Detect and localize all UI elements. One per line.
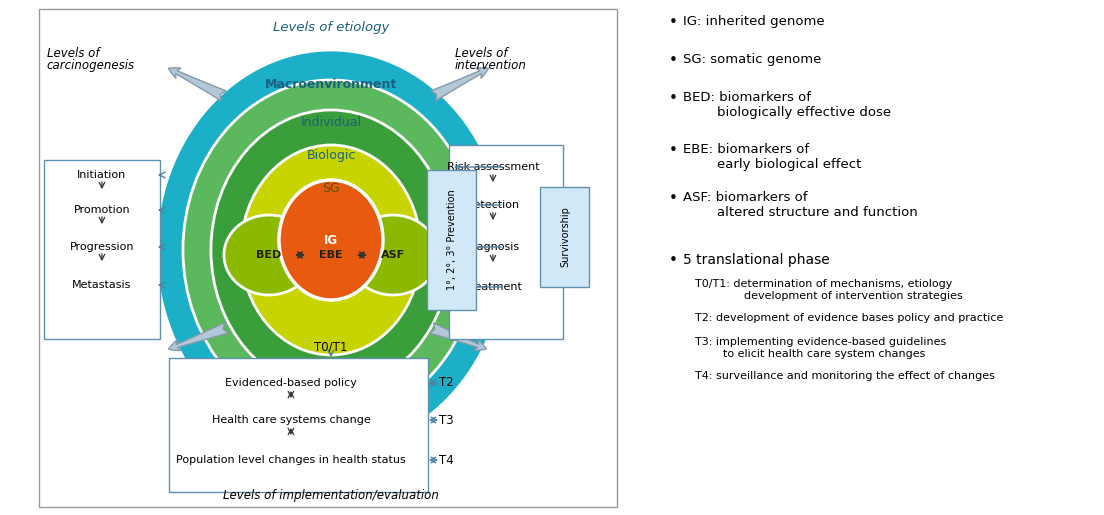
Text: T0/T1: T0/T1 — [315, 340, 348, 353]
FancyBboxPatch shape — [449, 145, 563, 339]
Text: •: • — [669, 15, 678, 30]
Text: Macroenvironment: Macroenvironment — [265, 78, 397, 92]
Text: ASF: biomarkers of
        altered structure and function: ASF: biomarkers of altered structure and… — [683, 191, 917, 219]
FancyBboxPatch shape — [39, 9, 617, 507]
Text: Evidenced-based policy: Evidenced-based policy — [225, 378, 357, 388]
Text: 1°, 2°, 3° Prevention: 1°, 2°, 3° Prevention — [447, 190, 457, 290]
Text: Initiation: Initiation — [77, 170, 127, 180]
Text: BED: BED — [256, 250, 282, 260]
Text: Diagnosis: Diagnosis — [466, 242, 520, 252]
Text: Population level changes in health status: Population level changes in health statu… — [176, 455, 406, 465]
Text: IG: IG — [323, 233, 338, 247]
Ellipse shape — [348, 215, 438, 295]
FancyBboxPatch shape — [169, 358, 428, 492]
Text: Detection: Detection — [466, 200, 520, 210]
Text: T4: T4 — [439, 454, 454, 467]
Text: 5 translational phase: 5 translational phase — [683, 253, 829, 267]
Text: Biologic: Biologic — [306, 148, 355, 162]
Text: T2: T2 — [439, 376, 454, 389]
Text: •: • — [669, 191, 678, 206]
Text: BED: biomarkers of
        biologically effective dose: BED: biomarkers of biologically effectiv… — [683, 91, 891, 119]
Text: Metastasis: Metastasis — [72, 280, 131, 290]
Text: EBE: EBE — [319, 250, 342, 260]
Ellipse shape — [286, 215, 376, 295]
Text: T3: implementing evidence-based guidelines
        to elicit health care system : T3: implementing evidence-based guidelin… — [694, 337, 946, 358]
Text: Levels of implementation/evaluation: Levels of implementation/evaluation — [223, 489, 439, 502]
Text: Progression: Progression — [70, 242, 135, 252]
Text: •: • — [669, 253, 678, 268]
Text: Treatment: Treatment — [465, 282, 521, 292]
Text: Levels of etiology: Levels of etiology — [273, 22, 389, 35]
Text: intervention: intervention — [455, 59, 527, 72]
Text: carcinogenesis: carcinogenesis — [47, 59, 135, 72]
Text: T3: T3 — [439, 414, 454, 426]
Ellipse shape — [211, 110, 450, 390]
Text: Promotion: Promotion — [74, 205, 130, 215]
Text: Risk assessment: Risk assessment — [447, 162, 539, 172]
Text: ASF: ASF — [381, 250, 405, 260]
Ellipse shape — [183, 80, 479, 420]
Text: Levels of: Levels of — [455, 47, 508, 60]
Text: SG: somatic genome: SG: somatic genome — [683, 53, 821, 66]
Text: •: • — [669, 91, 678, 106]
Text: •: • — [669, 143, 678, 158]
Text: •: • — [669, 53, 678, 68]
Ellipse shape — [241, 145, 421, 355]
Ellipse shape — [156, 50, 506, 450]
FancyBboxPatch shape — [44, 160, 160, 339]
Text: Levels of: Levels of — [47, 47, 99, 60]
Text: EBE: biomarkers of
        early biological effect: EBE: biomarkers of early biological effe… — [683, 143, 861, 171]
Text: T2: development of evidence bases policy and practice: T2: development of evidence bases policy… — [694, 313, 1004, 323]
Text: Individual: Individual — [300, 115, 361, 129]
Ellipse shape — [224, 215, 314, 295]
Text: T4: surveillance and monitoring the effect of changes: T4: surveillance and monitoring the effe… — [694, 371, 995, 381]
Text: Health care systems change: Health care systems change — [212, 415, 370, 425]
Text: SG: SG — [322, 181, 340, 195]
Text: T0/T1: determination of mechanisms, etiology
              development of interv: T0/T1: determination of mechanisms, etio… — [694, 279, 963, 301]
Ellipse shape — [279, 180, 383, 300]
Text: IG: inherited genome: IG: inherited genome — [683, 15, 825, 28]
Text: Survivorship: Survivorship — [560, 207, 570, 267]
